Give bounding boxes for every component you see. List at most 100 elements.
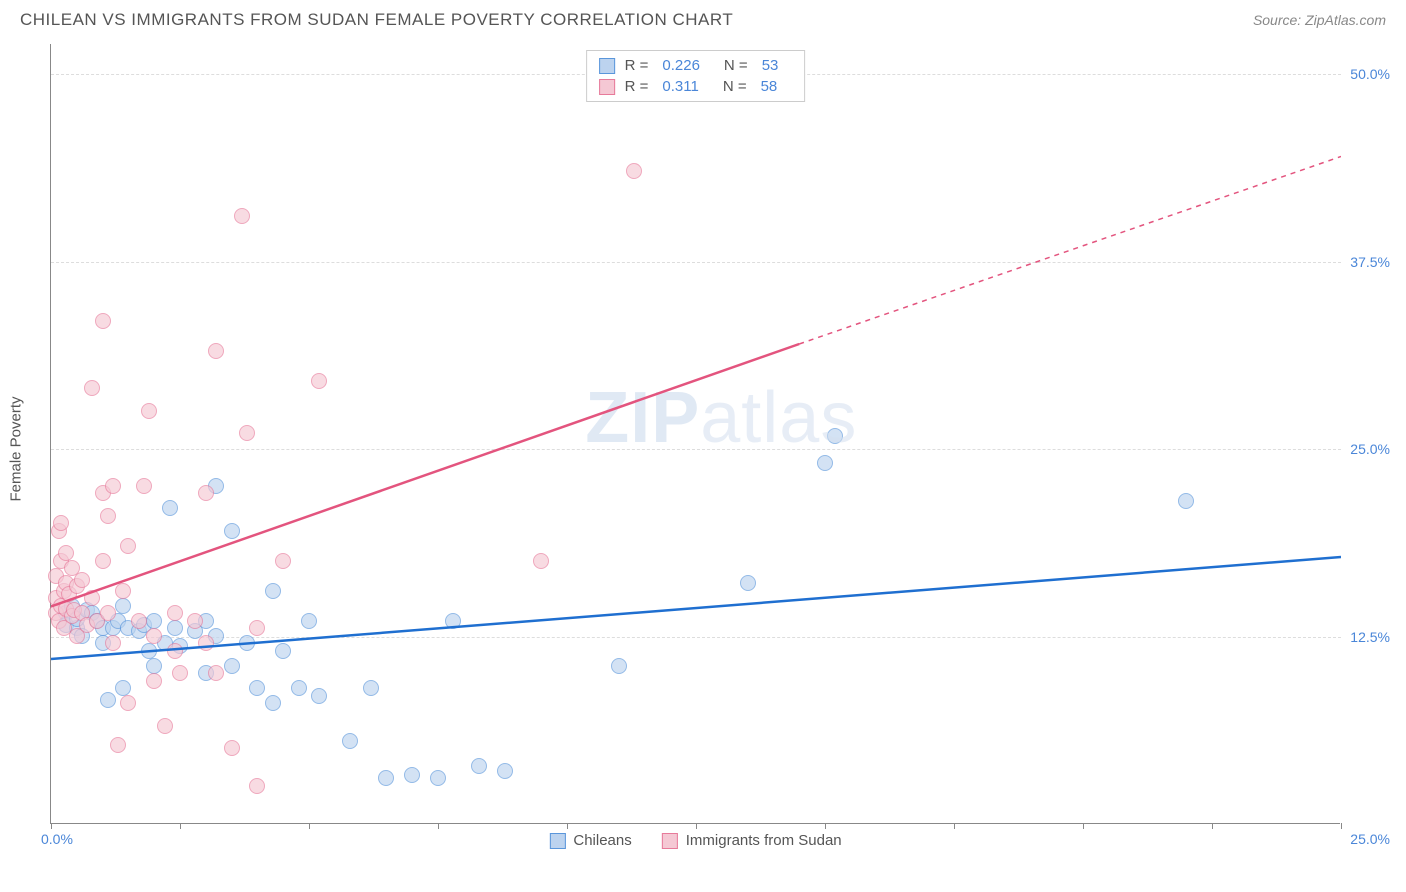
data-point — [471, 758, 487, 774]
data-point — [141, 643, 157, 659]
data-point — [404, 767, 420, 783]
x-tick — [438, 823, 439, 829]
data-point — [224, 740, 240, 756]
data-point — [239, 425, 255, 441]
data-point — [95, 553, 111, 569]
r-value-sudan: 0.311 — [662, 78, 698, 95]
data-point — [363, 680, 379, 696]
data-point — [100, 508, 116, 524]
x-tick — [1341, 823, 1342, 829]
legend-label-chileans: Chileans — [573, 832, 631, 849]
x-tick — [1083, 823, 1084, 829]
x-tick — [1212, 823, 1213, 829]
gridline — [51, 449, 1341, 450]
data-point — [342, 733, 358, 749]
data-point — [53, 515, 69, 531]
data-point — [74, 572, 90, 588]
data-point — [146, 673, 162, 689]
data-point — [146, 658, 162, 674]
data-point — [208, 665, 224, 681]
data-point — [249, 680, 265, 696]
data-point — [162, 500, 178, 516]
data-point — [120, 695, 136, 711]
y-tick-label: 37.5% — [1342, 254, 1390, 270]
data-point — [208, 343, 224, 359]
data-point — [827, 428, 843, 444]
data-point — [84, 590, 100, 606]
data-point — [291, 680, 307, 696]
data-point — [198, 635, 214, 651]
x-tick — [51, 823, 52, 829]
legend-item-sudan: Immigrants from Sudan — [662, 832, 842, 849]
y-tick-label: 12.5% — [1342, 629, 1390, 645]
swatch-chileans — [599, 58, 615, 74]
chart-container: Female Poverty ZIPatlas 12.5%25.0%37.5%5… — [50, 44, 1390, 854]
data-point — [167, 620, 183, 636]
legend-row-chileans: R = 0.226 N = 53 — [599, 55, 793, 76]
data-point — [626, 163, 642, 179]
data-point — [198, 485, 214, 501]
data-point — [275, 643, 291, 659]
data-point — [187, 613, 203, 629]
data-point — [131, 613, 147, 629]
data-point — [740, 575, 756, 591]
legend-row-sudan: R = 0.311 N = 58 — [599, 76, 793, 97]
x-tick — [825, 823, 826, 829]
data-point — [265, 583, 281, 599]
data-point — [172, 665, 188, 681]
data-point — [275, 553, 291, 569]
data-point — [84, 380, 100, 396]
data-point — [301, 613, 317, 629]
legend-item-chileans: Chileans — [549, 832, 631, 849]
swatch-chileans-bottom — [549, 833, 565, 849]
data-point — [311, 373, 327, 389]
x-tick — [309, 823, 310, 829]
data-point — [58, 545, 74, 561]
legend-label-sudan: Immigrants from Sudan — [686, 832, 842, 849]
series-legend: Chileans Immigrants from Sudan — [549, 832, 841, 849]
x-max-label: 25.0% — [1350, 831, 1390, 847]
data-point — [105, 478, 121, 494]
chart-title: CHILEAN VS IMMIGRANTS FROM SUDAN FEMALE … — [20, 10, 733, 30]
swatch-sudan-bottom — [662, 833, 678, 849]
data-point — [167, 605, 183, 621]
data-point — [249, 778, 265, 794]
data-point — [136, 478, 152, 494]
data-point — [234, 208, 250, 224]
data-point — [497, 763, 513, 779]
y-tick-label: 25.0% — [1342, 441, 1390, 457]
x-tick — [567, 823, 568, 829]
x-tick — [954, 823, 955, 829]
gridline — [51, 262, 1341, 263]
y-tick-label: 50.0% — [1342, 66, 1390, 82]
watermark: ZIPatlas — [585, 377, 857, 459]
data-point — [430, 770, 446, 786]
data-point — [100, 692, 116, 708]
data-point — [378, 770, 394, 786]
data-point — [445, 613, 461, 629]
data-point — [120, 538, 136, 554]
y-axis-label: Female Poverty — [8, 396, 25, 501]
data-point — [817, 455, 833, 471]
x-tick — [180, 823, 181, 829]
swatch-sudan — [599, 79, 615, 95]
plot-area: ZIPatlas 12.5%25.0%37.5%50.0% 0.0% 25.0%… — [50, 44, 1340, 824]
data-point — [146, 613, 162, 629]
correlation-legend: R = 0.226 N = 53 R = 0.311 N = 58 — [586, 50, 806, 102]
data-point — [105, 635, 121, 651]
data-point — [141, 403, 157, 419]
data-point — [110, 737, 126, 753]
data-point — [239, 635, 255, 651]
data-point — [167, 643, 183, 659]
data-point — [224, 523, 240, 539]
data-point — [611, 658, 627, 674]
data-point — [115, 598, 131, 614]
data-point — [146, 628, 162, 644]
source-attribution: Source: ZipAtlas.com — [1253, 12, 1386, 28]
data-point — [311, 688, 327, 704]
data-point — [115, 680, 131, 696]
data-point — [157, 718, 173, 734]
n-value-chileans: 53 — [762, 57, 779, 74]
data-point — [1178, 493, 1194, 509]
n-value-sudan: 58 — [761, 78, 778, 95]
